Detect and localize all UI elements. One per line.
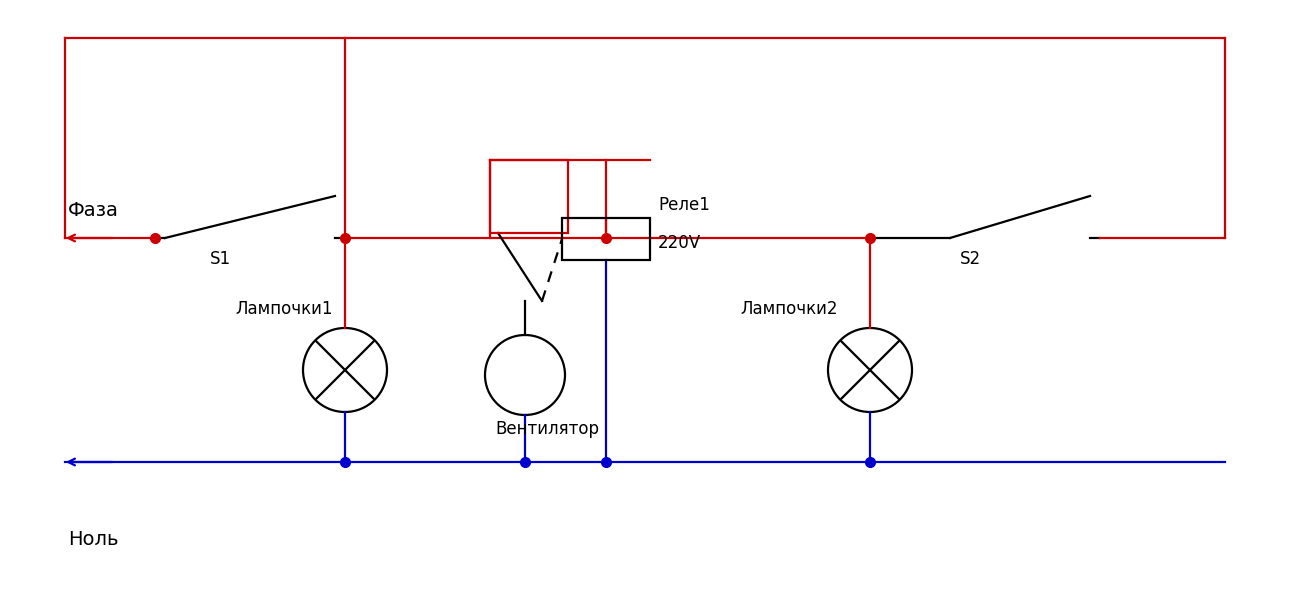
Text: Реле1: Реле1 (659, 196, 709, 214)
Text: Вентилятор: Вентилятор (495, 420, 599, 438)
Text: 220V: 220V (659, 234, 701, 252)
Text: Лампочки1: Лампочки1 (235, 300, 333, 318)
Text: S2: S2 (960, 250, 981, 268)
Bar (562, 218, 650, 260)
Bar (490, 160, 568, 233)
Text: Лампочки2: Лампочки2 (740, 300, 838, 318)
Text: Ноль: Ноль (68, 530, 118, 549)
Text: S1: S1 (210, 250, 231, 268)
Text: Фаза: Фаза (68, 201, 120, 220)
